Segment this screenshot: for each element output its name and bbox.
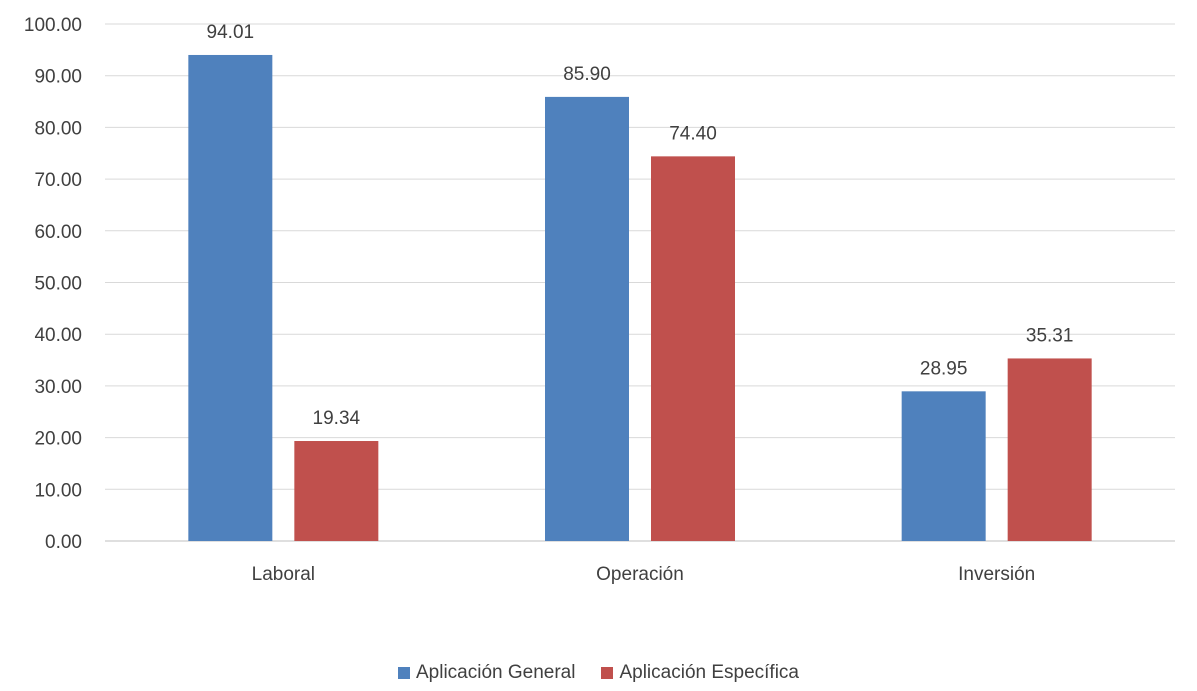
category-label: Laboral — [252, 564, 315, 585]
y-tick-label: 60.00 — [34, 222, 82, 243]
legend-swatch-especifica — [601, 667, 614, 679]
y-tick-label: 0.00 — [45, 532, 82, 553]
data-label: 28.95 — [920, 358, 968, 379]
legend-swatch-general — [397, 667, 410, 679]
bar — [188, 54, 273, 542]
data-label: 94.01 — [207, 22, 255, 43]
y-tick-label: 80.00 — [34, 118, 82, 139]
legend: Aplicación General Aplicación Específica — [0, 662, 1197, 684]
category-label: Operación — [596, 564, 684, 585]
y-tick-label: 10.00 — [34, 480, 82, 501]
bar — [1007, 358, 1092, 541]
bar — [545, 96, 629, 541]
bar — [294, 441, 379, 541]
y-tick-label: 50.00 — [34, 274, 82, 295]
y-tick-label: 20.00 — [34, 429, 82, 450]
data-label: 74.40 — [669, 123, 717, 144]
y-tick-label: 30.00 — [34, 377, 82, 398]
y-tick-label: 40.00 — [34, 325, 82, 346]
bar — [651, 156, 735, 542]
y-tick-label: 90.00 — [34, 67, 82, 88]
legend-label-especifica: Aplicación Específica — [619, 662, 800, 683]
y-tick-label: 70.00 — [34, 170, 82, 191]
legend-item-general: Aplicación General — [397, 662, 576, 684]
data-label: 35.31 — [1026, 325, 1074, 346]
legend-item-especifica: Aplicación Específica — [601, 662, 799, 684]
bar-chart: 0.00 10.00 20.00 30.00 40.00 50.00 60.00 70.00 8… — [24, 15, 1175, 585]
data-label: 19.34 — [313, 408, 361, 429]
y-tick-label: 100.00 — [24, 15, 82, 36]
bar — [901, 391, 986, 541]
legend-label-general: Aplicación General — [415, 662, 576, 683]
category-label: Inversión — [958, 564, 1035, 585]
data-label: 85.90 — [563, 64, 611, 85]
